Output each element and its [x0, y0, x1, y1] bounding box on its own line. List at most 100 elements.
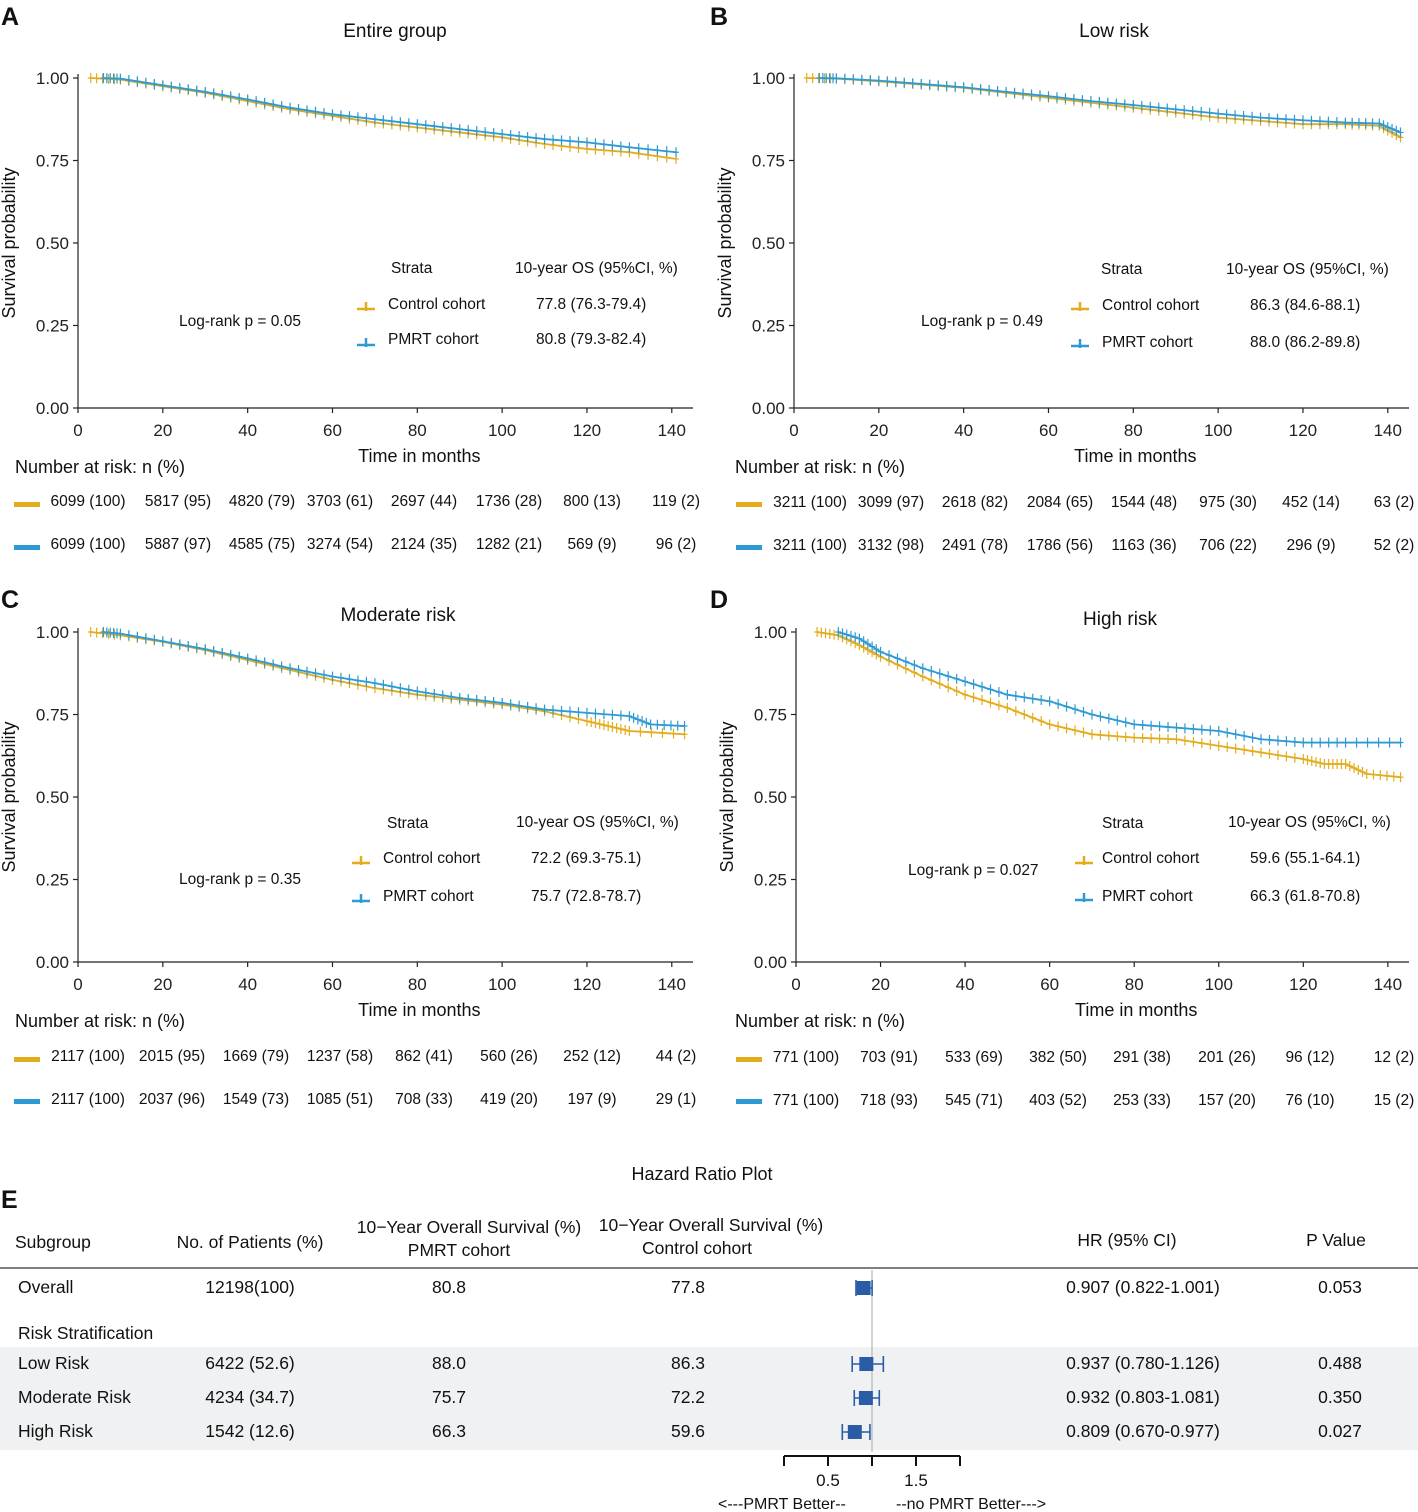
pmrt-os-cell: 66.3 — [431, 1421, 467, 1441]
risk-cell-control: 2117 (100) — [51, 1048, 125, 1065]
x-axis-label: Time in months — [1075, 1000, 1197, 1020]
x-axis-label: Time in months — [1074, 446, 1196, 466]
risk-cell-control: 2015 (95) — [138, 1048, 206, 1065]
legend-pmrt-label: PMRT cohort — [1102, 334, 1193, 351]
patients-cell: 6422 (52.6) — [205, 1353, 295, 1373]
legend-strata-label: Strata — [1102, 815, 1144, 832]
risk-control-swatch — [14, 502, 40, 507]
control-os-cell: 86.3 — [670, 1353, 706, 1373]
risk-cell-pmrt: 2117 (100) — [51, 1091, 125, 1108]
section-risk-stratification: Risk Stratification — [18, 1323, 154, 1343]
x-tick-label: 120 — [1289, 421, 1317, 440]
y-tick-label: 0.25 — [36, 871, 69, 890]
col-header-pmrt-os: 10−Year Overall Survival (%) — [356, 1217, 582, 1237]
legend-pmrt-label: PMRT cohort — [383, 888, 474, 905]
risk-cell-control: 6099 (100) — [50, 493, 126, 510]
risk-cell-pmrt: 3211 (100) — [773, 537, 847, 554]
control-os-cell: 77.8 — [670, 1277, 706, 1297]
y-tick-label: 0.00 — [36, 953, 69, 972]
risk-cell-control: 862 (41) — [395, 1048, 453, 1065]
y-tick-label: 0.50 — [36, 234, 69, 253]
subgroup-cell: Moderate Risk — [18, 1387, 131, 1407]
risk-cell-control: 291 (38) — [1113, 1049, 1171, 1066]
legend-pmrt-value: 80.8 (79.3-82.4) — [536, 331, 647, 348]
y-tick-label: 1.00 — [36, 69, 69, 88]
risk-table-header: Number at risk: n (%) — [15, 457, 186, 477]
risk-cell-control: 1736 (28) — [475, 493, 543, 510]
y-tick-label: 0.75 — [754, 706, 787, 725]
legend-control-key — [1075, 856, 1093, 865]
risk-cell-pmrt: 2037 (96) — [138, 1091, 206, 1108]
col-header-control-os: 10−Year Overall Survival (%) — [598, 1215, 824, 1235]
x-tick-label: 20 — [871, 975, 890, 994]
x-tick-label: 60 — [1040, 975, 1059, 994]
risk-table-header: Number at risk: n (%) — [735, 1011, 906, 1031]
col-header-hr: HR (95% CI) — [1077, 1230, 1177, 1250]
risk-control-swatch — [14, 1057, 40, 1062]
y-tick-label: 0.50 — [36, 788, 69, 807]
risk-cell-pmrt: 52 (2) — [1373, 537, 1415, 554]
risk-cell-control: 452 (14) — [1282, 494, 1340, 511]
panel-label-e: E — [1, 1186, 18, 1214]
risk-cell-pmrt: 1549 (73) — [222, 1091, 290, 1108]
legend-control-value: 72.2 (69.3-75.1) — [531, 850, 642, 867]
risk-cell-pmrt: 29 (1) — [655, 1091, 697, 1108]
x-tick-label: 100 — [1204, 421, 1232, 440]
x-tick-label: 40 — [238, 421, 257, 440]
km-curve-pmrt-censor-marks — [100, 627, 688, 732]
hr-estimate-high-risk — [841, 1424, 871, 1440]
x-tick-label: 40 — [956, 975, 975, 994]
legend-control-label: Control cohort — [383, 850, 481, 867]
legend-control-label: Control cohort — [1102, 850, 1200, 867]
x-tick-label: 140 — [658, 975, 686, 994]
legend-pmrt-label: PMRT cohort — [388, 331, 479, 348]
y-tick-label: 1.00 — [752, 69, 785, 88]
hr-plot-title: Hazard Ratio Plot — [631, 1164, 773, 1184]
x-tick-label: 40 — [954, 421, 973, 440]
legend-pmrt-key — [1071, 339, 1089, 348]
favors-no-pmrt-label: --no PMRT Better---> — [896, 1496, 1046, 1512]
risk-cell-control: 2618 (82) — [941, 494, 1009, 511]
x-tick-label: 0 — [73, 975, 82, 994]
x-tick-label: 140 — [658, 421, 686, 440]
legend-strata-label: Strata — [387, 815, 429, 832]
p-value-cell: 0.027 — [1318, 1421, 1362, 1441]
risk-cell-pmrt: 76 (10) — [1285, 1092, 1335, 1109]
p-value-cell: 0.350 — [1318, 1387, 1362, 1407]
legend-strata-label: Strata — [1101, 261, 1143, 278]
panel-label-c: C — [1, 586, 20, 614]
x-tick-label: 60 — [1039, 421, 1058, 440]
legend-os-label: 10-year OS (95%CI, %) — [516, 814, 679, 831]
x-tick-label: 0 — [789, 421, 798, 440]
km-chart-moderate-risk: 0.00 0.25 0.50 0.75 1.00 0 20 40 60 80 100 120 140 Ti… — [0, 623, 693, 1020]
hr-estimate-low-risk — [851, 1356, 885, 1372]
favors-pmrt-label: <---PMRT Better-- — [718, 1496, 846, 1512]
risk-cell-control: 4820 (79) — [228, 493, 296, 510]
legend-control-label: Control cohort — [388, 296, 486, 313]
risk-cell-pmrt: 718 (93) — [860, 1092, 918, 1109]
risk-cell-control: 1669 (79) — [222, 1048, 290, 1065]
risk-cell-pmrt: 3274 (54) — [306, 536, 374, 553]
km-curve-pmrt-censor-marks — [816, 73, 1404, 138]
y-tick-label: 0.75 — [752, 152, 785, 171]
x-tick-label: 140 — [1374, 421, 1402, 440]
legend-pmrt-label: PMRT cohort — [1102, 888, 1193, 905]
y-tick-label: 0.75 — [36, 152, 69, 171]
legend-pmrt-key — [352, 894, 370, 903]
p-value-cell: 0.488 — [1318, 1353, 1362, 1373]
risk-cell-pmrt: 5887 (97) — [144, 536, 212, 553]
col-header-p-value: P Value — [1306, 1230, 1366, 1250]
legend-control-value: 86.3 (84.6-88.1) — [1250, 297, 1361, 314]
risk-cell-control: 96 (12) — [1285, 1049, 1335, 1066]
legend-control-key — [1071, 302, 1089, 311]
risk-cell-pmrt: 96 (2) — [655, 536, 697, 553]
y-tick-label: 0.00 — [36, 399, 69, 418]
km-curve-pmrt-censor-marks — [835, 627, 1404, 748]
chart-title-d: High risk — [1083, 609, 1157, 630]
km-chart-entire-group: 0.00 0.25 0.50 0.75 1.00 0 20 40 60 80 100 120 140 Ti… — [0, 69, 693, 466]
hr-ci-cell: 0.937 (0.780-1.126) — [1066, 1353, 1220, 1373]
legend-control-key — [357, 302, 375, 311]
legend-pmrt-key — [1075, 893, 1093, 902]
control-os-cell: 72.2 — [670, 1387, 706, 1407]
y-tick-label: 0.25 — [36, 317, 69, 336]
